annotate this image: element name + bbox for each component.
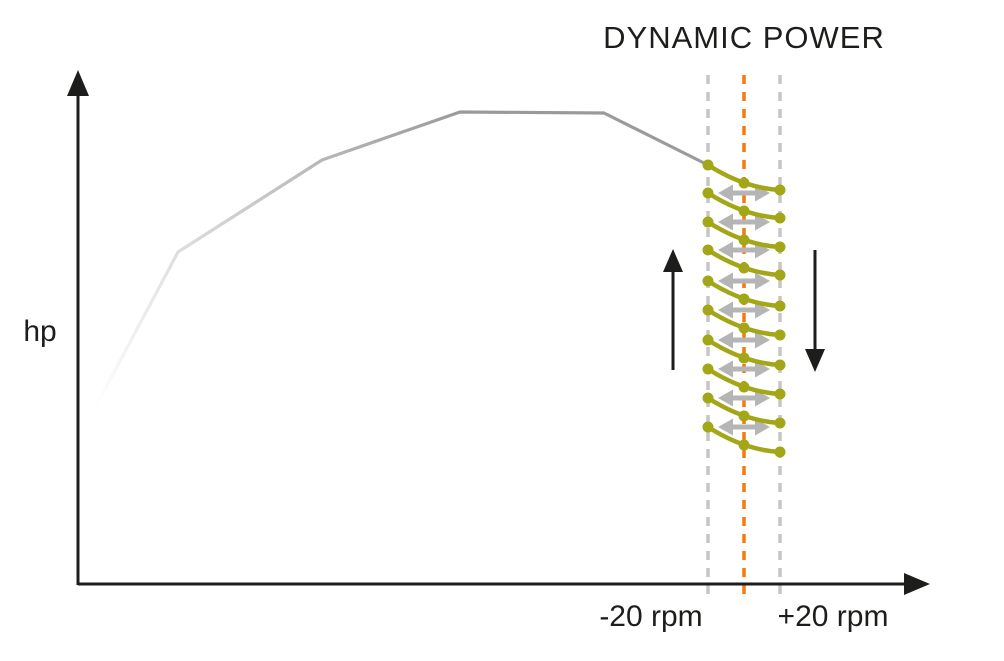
segment-dot: [702, 334, 714, 346]
power-curve: [93, 110, 710, 410]
segment-dot: [774, 212, 786, 224]
segment-dot: [738, 205, 750, 217]
x-axis: [78, 573, 930, 595]
segment-dot: [702, 421, 714, 433]
segment-dot: [702, 275, 714, 287]
x-tick-label-plus20: +20 rpm: [778, 600, 889, 633]
rpm-shift-arrow-icon: [718, 418, 770, 436]
dynamic-segment: [702, 244, 786, 281]
dynamic-segment: [702, 216, 786, 253]
y-axis-arrowhead-icon: [67, 70, 89, 96]
segment-dot: [738, 352, 750, 364]
x-tick-label-minus20: -20 rpm: [599, 600, 702, 633]
dynamic-segment: [702, 363, 786, 400]
rpm-shift-arrow-icon: [718, 301, 770, 319]
segment-dot: [738, 262, 750, 274]
y-axis: [67, 70, 89, 585]
segment-dot: [738, 381, 750, 393]
segment-dot: [702, 363, 714, 375]
dynamic-segment: [702, 304, 786, 341]
rpm-shift-arrows: [718, 184, 770, 436]
dynamic-segment: [702, 392, 786, 429]
segment-dot: [738, 410, 750, 422]
segment-dot: [738, 293, 750, 305]
segment-dot: [774, 241, 786, 253]
segment-dot: [738, 439, 750, 451]
x-axis-arrowhead-icon: [904, 573, 930, 595]
dynamic-segment: [702, 187, 786, 224]
dynamic-segment: [702, 334, 786, 371]
y-axis-label: hp: [23, 315, 56, 348]
segment-dot: [702, 159, 714, 171]
speed-band-lines: [706, 75, 782, 598]
rpm-shift-arrow-icon: [718, 331, 770, 349]
segment-dot: [738, 234, 750, 246]
segment-dot: [738, 322, 750, 334]
dynamic-segment: [702, 421, 786, 458]
segment-dot: [774, 184, 786, 196]
segment-dot: [774, 417, 786, 429]
segment-dot: [774, 300, 786, 312]
rpm-shift-arrow-icon: [718, 360, 770, 378]
power-shift-up-arrow-icon: [663, 249, 683, 370]
segment-dot: [774, 269, 786, 281]
segment-dot: [702, 304, 714, 316]
segment-dot: [774, 359, 786, 371]
segment-dot: [774, 388, 786, 400]
rpm-shift-arrow-icon: [718, 272, 770, 290]
power-shift-down-arrow-icon: [805, 250, 825, 372]
rpm-shift-arrow-icon: [718, 389, 770, 407]
segment-dot: [702, 392, 714, 404]
chart-title: DYNAMIC POWER: [603, 20, 885, 55]
segment-dot: [774, 329, 786, 341]
segment-dot: [702, 216, 714, 228]
segment-dot: [738, 177, 750, 189]
dynamic-power-segments: [702, 159, 786, 458]
rpm-shift-arrow-icon: [718, 213, 770, 231]
segment-dot: [702, 244, 714, 256]
dynamic-segment: [702, 275, 786, 312]
dynamic-segment: [702, 159, 786, 196]
segment-dot: [774, 446, 786, 458]
segment-dot: [702, 187, 714, 199]
